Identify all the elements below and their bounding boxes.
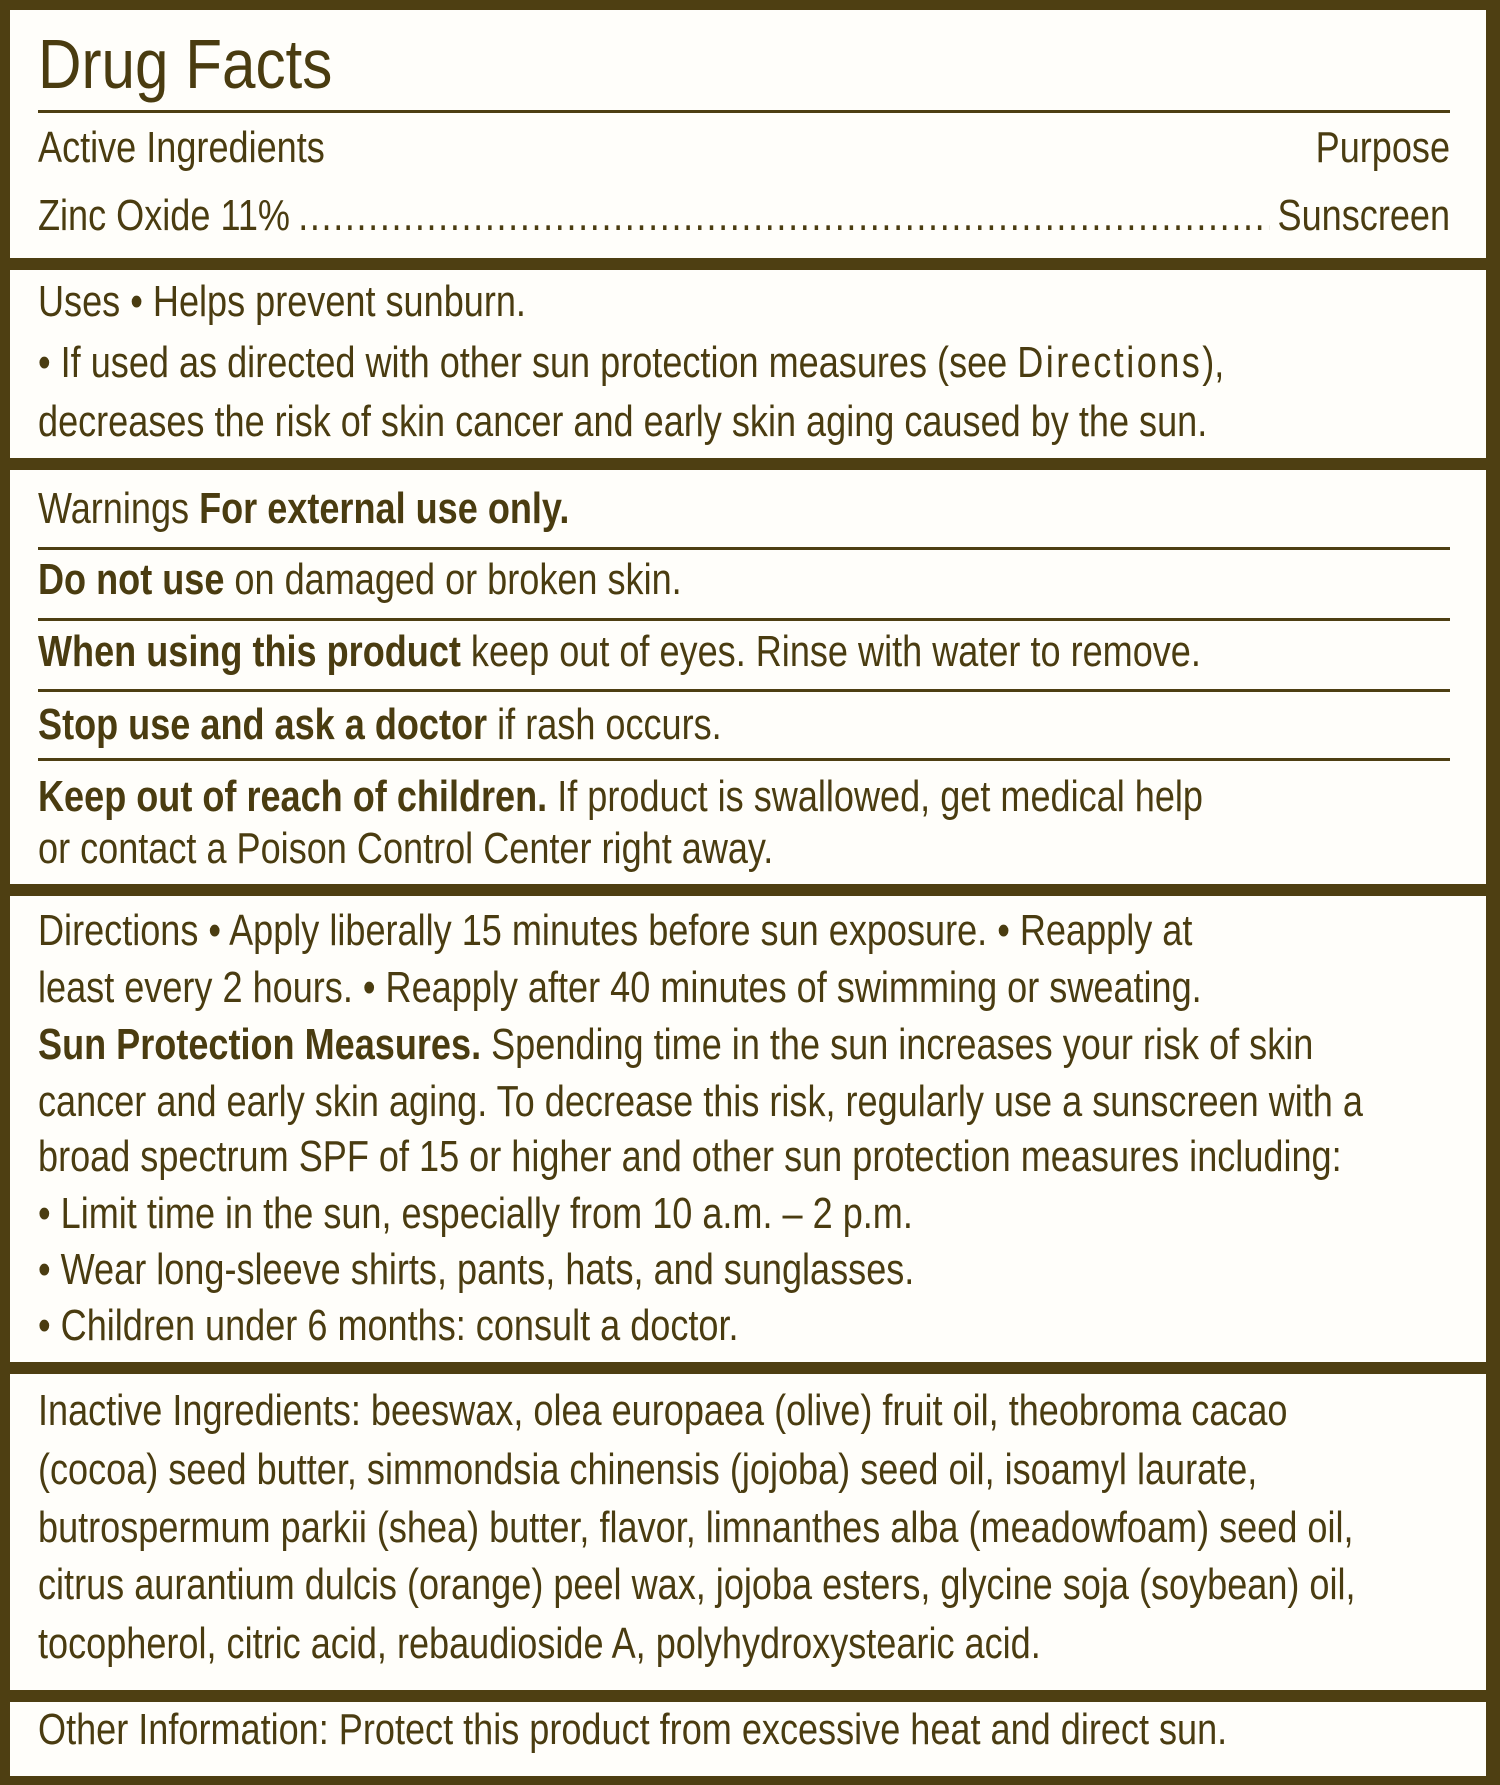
directions-line: • Limit time in the sun, especially from…: [38, 1189, 1450, 1239]
text-segment: cancer and early skin aging. To decrease…: [38, 1077, 1363, 1126]
bold-heading-text: Keep out of reach of children.: [38, 772, 548, 821]
inactive-line: (cocoa) seed butter, simmondsia chinensi…: [38, 1445, 1450, 1495]
active-ingredient-row: Zinc Oxide 11% .........................…: [38, 191, 1450, 241]
bold-heading-text: For external use only.: [199, 484, 570, 533]
text-segment: • Limit time in the sun, especially from…: [38, 1189, 913, 1238]
text-segment: or contact a Poison Control Center right…: [38, 824, 774, 873]
inactive-line: citrus aurantium dulcis (orange) peel wa…: [38, 1560, 1450, 1610]
text-segment: least every 2 hours. • Reapply after 40 …: [38, 963, 1202, 1012]
bold-heading-text: Sun Protection Measures.: [38, 1020, 482, 1069]
text-segment: Inactive Ingredients: beeswax, olea euro…: [38, 1386, 1288, 1435]
text-segment: ),: [1202, 338, 1225, 387]
ingredient-name: Zinc Oxide 11%: [38, 191, 290, 240]
directions-line: broad spectrum SPF of 15 or higher and o…: [38, 1132, 1450, 1182]
text-segment: Directions • Apply liberally 15 minutes …: [38, 906, 1193, 955]
directions-line: Sun Protection Measures. Spending time i…: [38, 1020, 1450, 1070]
bold-heading-text: When using this product: [38, 627, 461, 676]
uses-panel: Uses • Helps prevent sunburn. • If used a…: [10, 270, 1486, 458]
warnings-line: Do not use on damaged or broken skin.: [38, 555, 1450, 605]
inactive-line: tocopherol, citric acid, rebaudioside A,…: [38, 1619, 1450, 1669]
text-segment: If product is swallowed, get medical hel…: [547, 772, 1203, 821]
text-segment: Warnings: [38, 484, 200, 533]
active-ingredients-panel: Drug Facts Active Ingredients Purpose Zi…: [10, 10, 1486, 258]
other-line: Other Information: Protect this product …: [38, 1705, 1450, 1755]
uses-line: • If used as directed with other sun pro…: [38, 338, 1450, 388]
inactive-line: Inactive Ingredients: beeswax, olea euro…: [38, 1386, 1450, 1436]
purpose-heading: Purpose: [1315, 123, 1451, 172]
ingredient-purpose: Sunscreen: [1277, 191, 1451, 240]
text-segment: Directions: [1017, 338, 1203, 387]
directions-line: cancer and early skin aging. To decrease…: [38, 1077, 1450, 1127]
text-segment: on damaged or broken skin.: [224, 555, 682, 604]
dot-leader: ........................................…: [298, 191, 1269, 240]
warnings-line: Warnings For external use only.: [38, 484, 1450, 534]
text-segment: (cocoa) seed butter, simmondsia chinensi…: [38, 1445, 1258, 1494]
text-segment: Spending time in the sun increases your …: [481, 1020, 1314, 1069]
uses-line: Uses • Helps prevent sunburn.: [38, 277, 1450, 327]
text-segment: Other Information: Protect this product …: [38, 1705, 1228, 1754]
warnings-line: Keep out of reach of children. If produc…: [38, 772, 1450, 822]
directions-line: • Children under 6 months: consult a doc…: [38, 1301, 1450, 1351]
active-ingredients-heading: Active Ingredients: [38, 123, 325, 172]
warnings-line: Stop use and ask a doctor if rash occurs…: [38, 700, 1450, 750]
directions-line: Directions • Apply liberally 15 minutes …: [38, 906, 1450, 956]
text-segment: • Children under 6 months: consult a doc…: [38, 1301, 739, 1350]
inactive-ingredients-panel: Inactive Ingredients: beeswax, olea euro…: [10, 1374, 1486, 1690]
warnings-panel: Warnings For external use only. Do not us…: [10, 470, 1486, 884]
text-segment: if rash occurs.: [487, 700, 722, 749]
warnings-line: or contact a Poison Control Center right…: [38, 824, 1450, 874]
uses-line: decreases the risk of skin cancer and ea…: [38, 397, 1450, 447]
directions-panel: Directions • Apply liberally 15 minutes …: [10, 896, 1486, 1362]
text-segment: decreases the risk of skin cancer and ea…: [38, 397, 1208, 446]
divider: [38, 758, 1450, 761]
text-segment: butrospermum parkii (shea) butter, flavo…: [38, 1503, 1354, 1552]
text-segment: tocopherol, citric acid, rebaudioside A,…: [38, 1619, 1041, 1668]
divider: [38, 618, 1450, 621]
divider: [38, 110, 1450, 113]
text-segment: broad spectrum SPF of 15 or higher and o…: [38, 1132, 1342, 1181]
text-segment: • If used as directed with other sun pro…: [38, 338, 1018, 387]
directions-line: least every 2 hours. • Reapply after 40 …: [38, 963, 1450, 1013]
text-segment: • Wear long-sleeve shirts, pants, hats, …: [38, 1245, 915, 1294]
active-header-row: Active Ingredients Purpose: [38, 123, 1450, 173]
divider: [38, 547, 1450, 550]
text-segment: Uses • Helps prevent sunburn.: [38, 277, 526, 326]
bold-heading-text: Stop use and ask a doctor: [38, 700, 488, 749]
inactive-line: butrospermum parkii (shea) butter, flavo…: [38, 1503, 1450, 1553]
warnings-line: When using this product keep out of eyes…: [38, 627, 1450, 677]
page-title: Drug Facts: [38, 25, 333, 103]
divider: [38, 689, 1450, 692]
other-information-panel: Other Information: Protect this product …: [10, 1702, 1486, 1776]
text-segment: keep out of eyes. Rinse with water to re…: [460, 627, 1201, 676]
text-segment: citrus aurantium dulcis (orange) peel wa…: [38, 1560, 1356, 1609]
directions-line: • Wear long-sleeve shirts, pants, hats, …: [38, 1245, 1450, 1295]
bold-heading-text: Do not use: [38, 555, 225, 604]
